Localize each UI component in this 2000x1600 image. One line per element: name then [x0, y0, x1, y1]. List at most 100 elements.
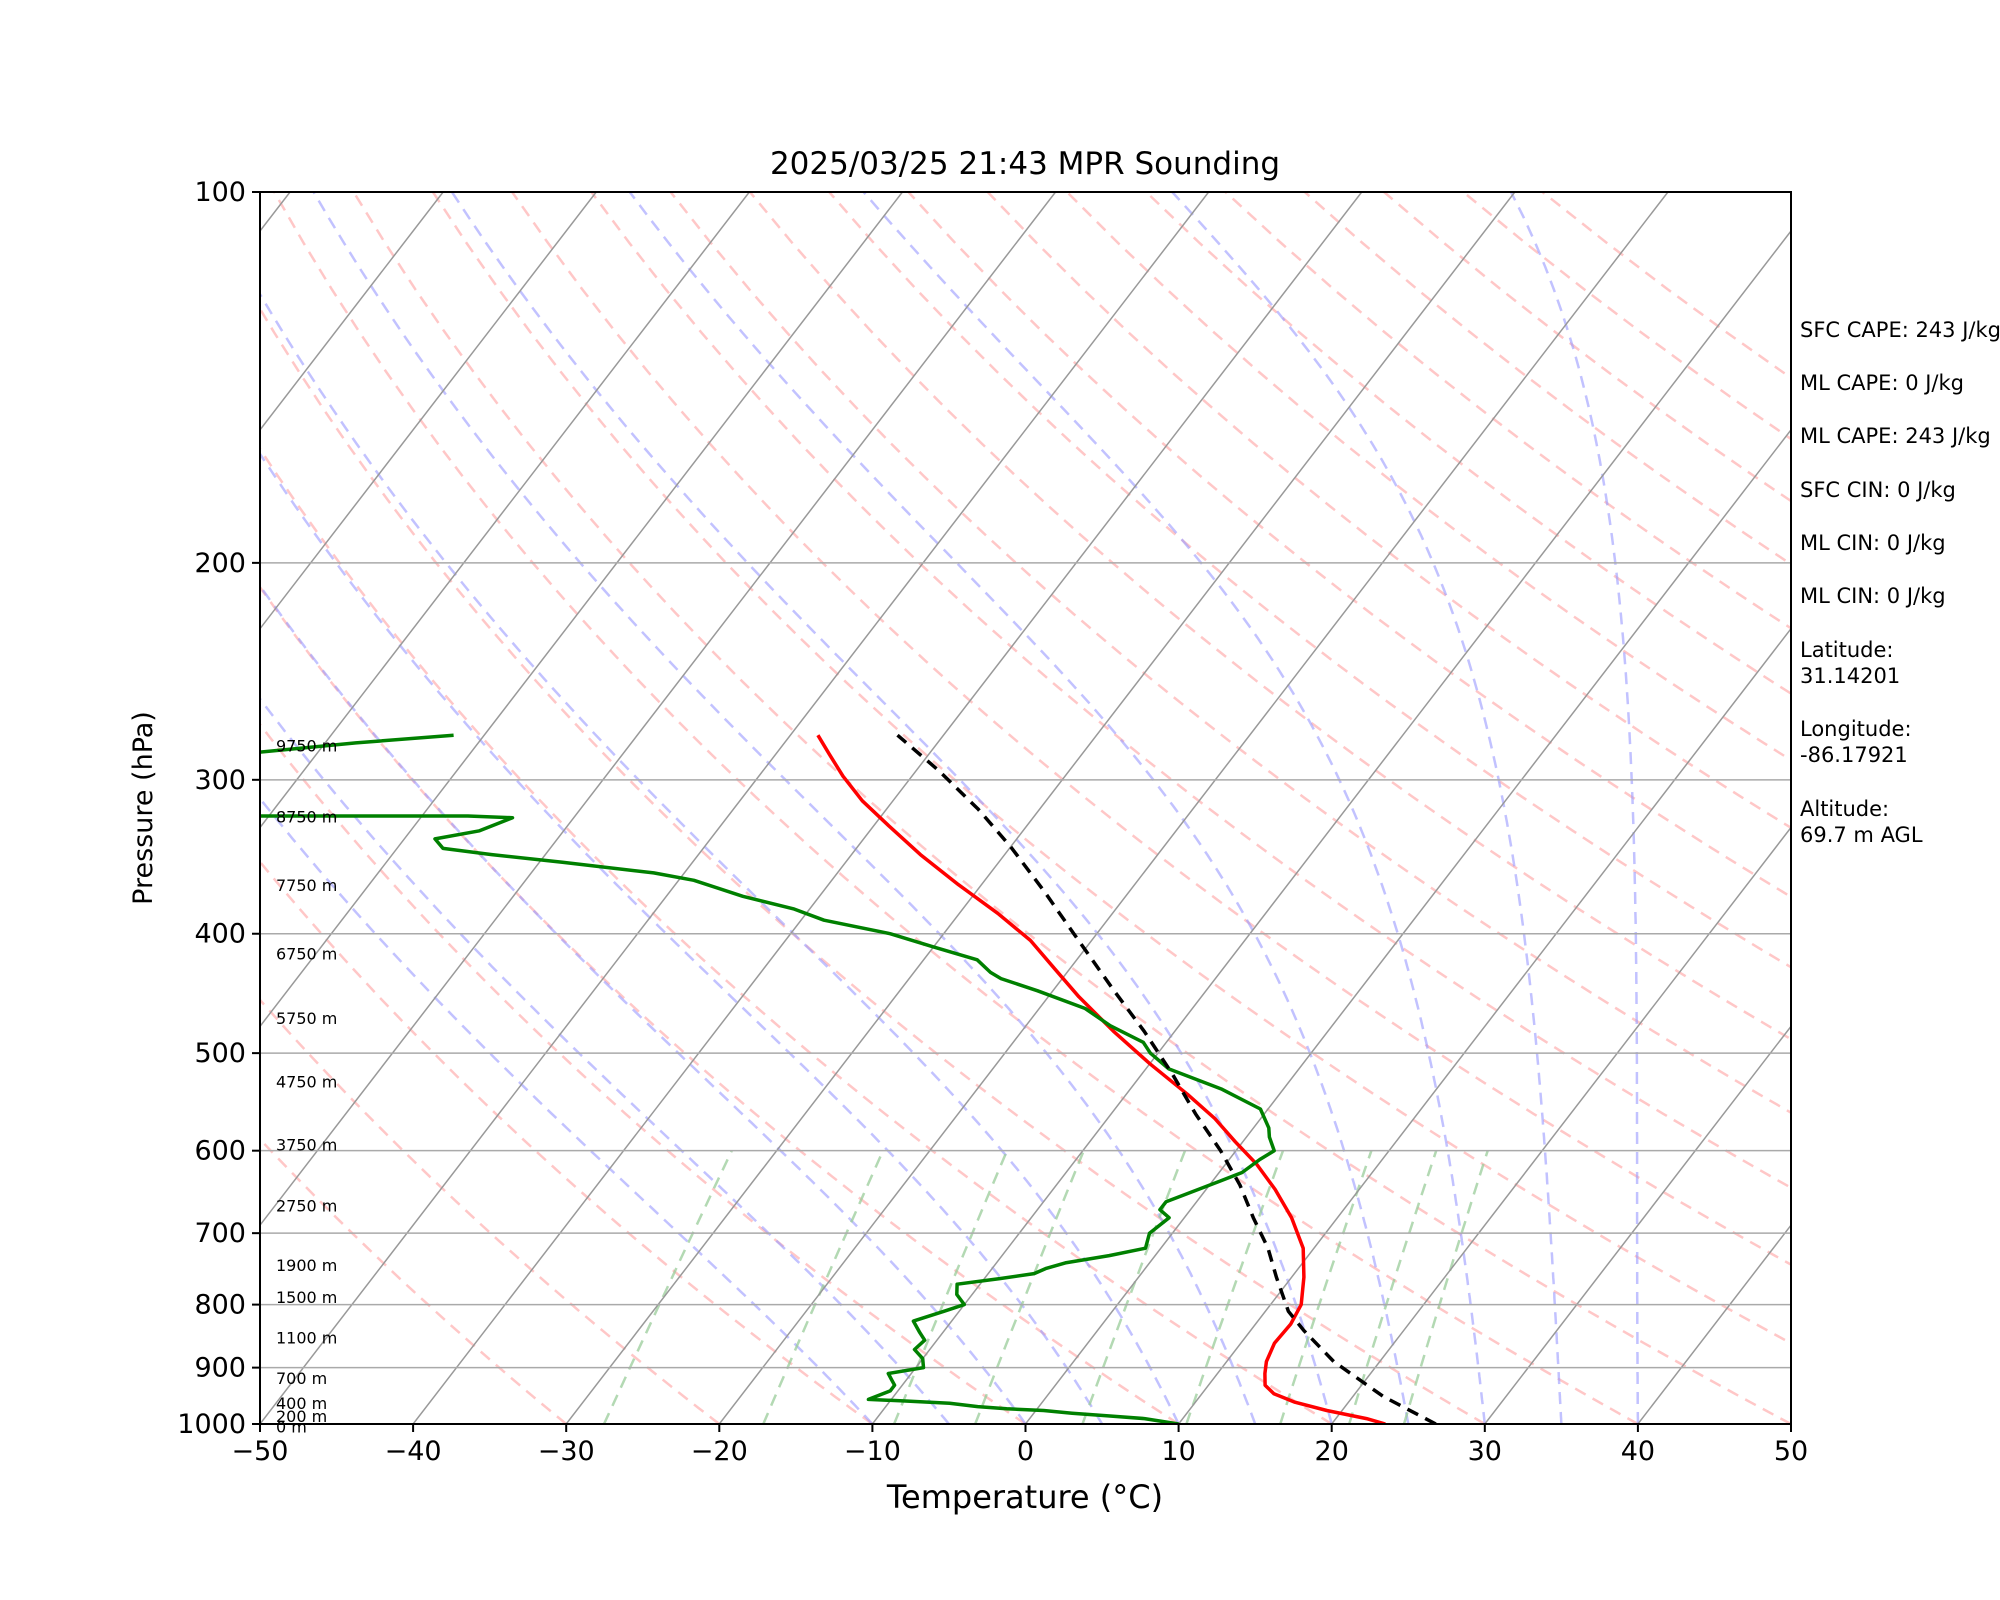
isotherm: [1484, 1025, 1791, 1424]
ml-cape-text-2: ML CAPE: 243 J/kg: [1800, 424, 1991, 448]
height-label: 1900 m: [276, 1256, 337, 1275]
height-label: 7750 m: [276, 876, 337, 895]
moist-adiabat: [628, 192, 1410, 1424]
y-tick-label: 500: [194, 1038, 246, 1069]
sfc-cin-text: SFC CIN: 0 J/kg: [1800, 478, 1956, 502]
x-tick-label: 10: [1161, 1436, 1195, 1467]
moist-adiabat: [450, 192, 1333, 1424]
dry-adiabat: [260, 446, 1333, 1424]
x-axis-label: Temperature (°C): [886, 1478, 1163, 1516]
isotherm: [260, 192, 904, 1028]
longitude-label: Longitude:: [1800, 717, 1912, 741]
longitude-value: -86.17921: [1800, 743, 1908, 767]
height-label: 1100 m: [276, 1328, 337, 1347]
moist-adiabat: [260, 796, 874, 1424]
isotherm: [260, 192, 444, 432]
dry-adiabat: [260, 998, 721, 1424]
y-tick-label: 300: [194, 765, 246, 796]
isotherm: [412, 192, 1363, 1424]
y-tick-label: 1000: [177, 1409, 246, 1440]
height-label: 200 m: [276, 1407, 327, 1426]
dry-adiabat: [352, 192, 1791, 1424]
x-tick-label: −10: [844, 1436, 901, 1467]
isotherm: [565, 192, 1516, 1424]
isotherm: [1024, 428, 1791, 1424]
height-label: 700 m: [276, 1369, 327, 1388]
height-label: 9750 m: [276, 737, 337, 756]
ml-cin-text: ML CIN: 0 J/kg: [1800, 531, 1946, 555]
x-tick-label: 40: [1621, 1436, 1655, 1467]
x-tick-label: 50: [1774, 1436, 1808, 1467]
dry-adiabat: [273, 192, 1639, 1424]
dry-adiabat: [431, 192, 1791, 1345]
moist-adiabat: [260, 291, 1180, 1424]
moist-adiabat: [1509, 192, 1640, 1424]
dry-adiabat: [260, 585, 1180, 1424]
x-tick-label: 0: [1017, 1436, 1034, 1467]
y-tick-label: 400: [194, 919, 246, 950]
dry-adiabat: [511, 192, 1791, 1267]
parcel-line: [896, 733, 1437, 1424]
x-tick-label: −40: [385, 1436, 442, 1467]
y-tick-label: 100: [194, 177, 246, 208]
x-tick-label: −50: [232, 1436, 289, 1467]
height-label: 1500 m: [276, 1288, 337, 1307]
height-label: 4750 m: [276, 1072, 337, 1091]
dry-adiabat: [260, 722, 1027, 1424]
height-label: 2750 m: [276, 1197, 337, 1216]
mixing-ratio-line: [1081, 1150, 1187, 1424]
isotherm: [1331, 826, 1791, 1424]
background-lines: [0, 192, 1791, 1424]
moist-adiabat: [312, 192, 1257, 1424]
height-label: 400 m: [276, 1394, 327, 1413]
height-label: 5750 m: [276, 1009, 337, 1028]
moist-adiabat: [260, 583, 1027, 1424]
isotherm: [260, 192, 750, 829]
x-tick-label: −20: [691, 1436, 748, 1467]
height-label: 8750 m: [276, 808, 337, 827]
x-tick-label: −30: [538, 1436, 595, 1467]
dry-adiabat: [828, 192, 1791, 969]
altitude-value: 69.7 m AGL: [1800, 823, 1923, 847]
x-tick-label: 20: [1315, 1436, 1349, 1467]
isotherm: [871, 229, 1791, 1424]
moist-adiabat: [1171, 192, 1563, 1424]
axis-ticks: −50 −40 −30 −20 −10 0 10 20 30 40 50 100 200 300 400 50…: [177, 177, 1808, 1467]
dry-adiabat: [986, 192, 1791, 830]
isotherm: [1178, 627, 1791, 1424]
y-tick-label: 900: [194, 1353, 246, 1384]
profile-lines: [260, 733, 1437, 1424]
dewpoint-line: [260, 733, 1276, 1424]
y-tick-label: 800: [194, 1290, 246, 1321]
isotherm: [260, 192, 597, 630]
moist-adiabat: [260, 451, 1104, 1424]
dry-adiabat: [260, 859, 874, 1424]
mixing-ratio-line: [974, 1150, 1085, 1424]
dry-adiabat: [669, 192, 1791, 1115]
height-label: 6750 m: [276, 945, 337, 964]
height-label: 3750 m: [276, 1135, 337, 1154]
dry-adiabat: [907, 192, 1791, 899]
mixing-ratio-line: [1402, 1150, 1489, 1424]
dry-adiabat: [1145, 192, 1791, 696]
latitude-value: 31.14201: [1800, 664, 1901, 688]
plot-frame: [259, 191, 1792, 1425]
chart-title: 2025/03/25 21:43 MPR Sounding: [770, 146, 1280, 182]
dry-adiabat: [590, 192, 1791, 1190]
height-labels: 9750 m 8750 m 7750 m 6750 m 5750 m 4750 m 3750…: [276, 737, 337, 1437]
ml-cape-text: ML CAPE: 0 J/kg: [1800, 371, 1965, 395]
altitude-label: Altitude:: [1800, 797, 1890, 821]
y-tick-label: 700: [194, 1218, 246, 1249]
y-tick-label: 600: [194, 1136, 246, 1167]
moist-adiabat: [862, 192, 1487, 1424]
moist-adiabat: [260, 696, 950, 1424]
dry-adiabat: [260, 306, 1486, 1424]
temperature-line: [816, 734, 1386, 1424]
y-axis-label: Pressure (hPa): [128, 711, 159, 905]
isotherm: [0, 192, 137, 1424]
y-tick-label: 200: [194, 548, 246, 579]
isotherm: [260, 192, 1210, 1424]
isotherm: [718, 192, 1669, 1424]
mixing-ratio-line: [1185, 1150, 1285, 1424]
